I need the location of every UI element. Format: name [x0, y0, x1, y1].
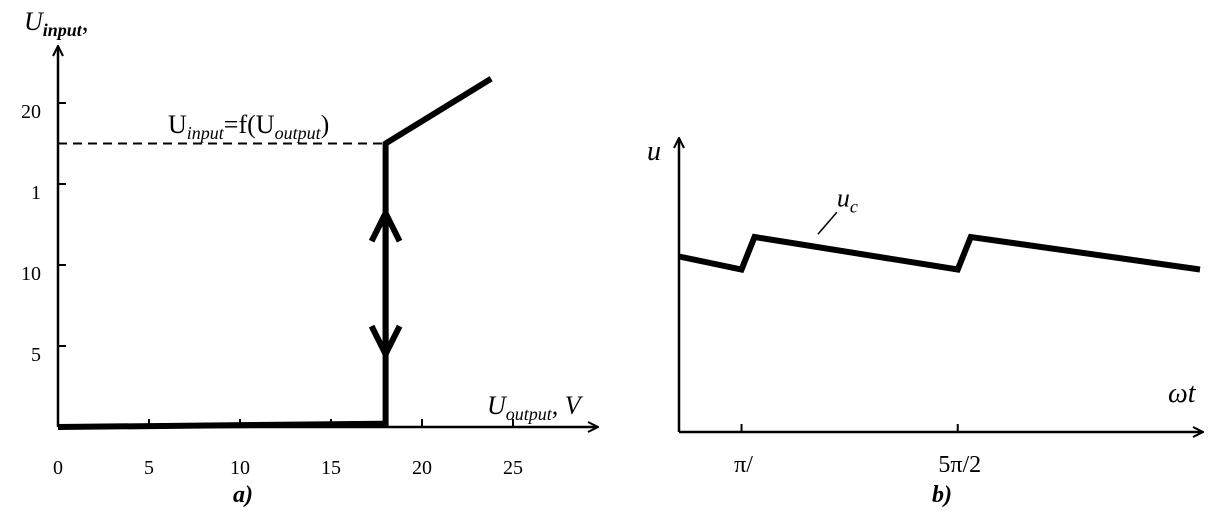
panel-a-y-axis-label: Uinput, [24, 7, 88, 40]
panel-a-arrow-up-head [368, 206, 403, 243]
panel-a-y-ticks: 5 10 1 20 [21, 101, 66, 366]
panel-a-x-tick-label: 5 [144, 457, 154, 479]
panel-b-chart: π/5π/2 u ωt uc b) [647, 136, 1203, 508]
panel-b-caption: b) [932, 482, 952, 508]
panel-a-y-tick-label: 20 [21, 101, 41, 123]
panel-b-x-ticks: π/5π/2 [734, 424, 981, 478]
panel-b-series-label: uc [817, 183, 858, 235]
panel-b-series [678, 233, 1201, 273]
panel-a-transition-arrows [368, 206, 403, 361]
panel-b-series-line [678, 233, 1201, 273]
panel-a-x-tick-label: 20 [412, 457, 432, 479]
panel-b-x-tick-label: π/ [734, 452, 753, 478]
panel-a-title: Uinput=f(Uoutput) [168, 110, 329, 143]
panel-a-x-axis-label: Uoutput, V [487, 391, 584, 424]
panel-a-x-tick-label: 25 [503, 457, 523, 479]
panel-a-caption: a) [233, 482, 253, 508]
panel-b-y-axis-label: u [647, 136, 661, 167]
panel-a-y-tick-label: 5 [31, 344, 41, 366]
panel-a-x-tick-label: 15 [321, 457, 341, 479]
panel-a-y-tick-label: 1 [31, 182, 41, 204]
panel-a-y-tick-label: 10 [21, 263, 41, 285]
panel-a-arrow-down-head [368, 324, 403, 361]
panel-a-chart: 0 5 10 15 20 25 5 10 1 20 Uinput=f(Uoutput) Uinp… [21, 7, 598, 508]
panel-b-series-label-leader [817, 211, 838, 235]
panel-a-x-ticks: 0 5 10 15 20 25 [53, 419, 523, 479]
panel-b-series-name: uc [837, 183, 858, 216]
panel-a-x-tick-label: 0 [53, 457, 63, 479]
panel-b-x-axis-label: ωt [1168, 378, 1197, 409]
panel-b-x-tick-label: 5π/2 [938, 452, 981, 478]
panel-a-x-tick-label: 10 [230, 457, 250, 479]
